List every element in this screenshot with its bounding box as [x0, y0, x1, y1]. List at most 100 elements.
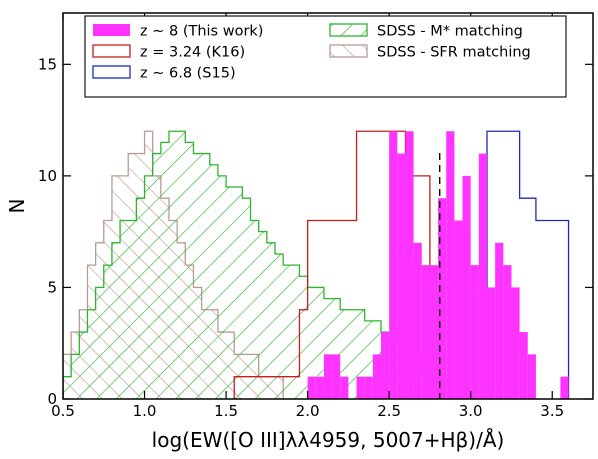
histogram-bar — [364, 376, 373, 399]
x-tick-label: 1.0 — [133, 402, 157, 420]
histogram-bar — [372, 354, 381, 399]
legend: z ∼ 8 (This work) z = 3.24 (K16) z ∼ 6.8 (… — [84, 15, 567, 98]
series-layer — [63, 130, 570, 399]
y-tick-label: 5 — [47, 278, 57, 296]
x-tick-label: 2.5 — [377, 402, 401, 420]
x-tick-label: 1.5 — [214, 402, 238, 420]
histogram-bar — [519, 332, 528, 399]
histogram-bar — [307, 287, 316, 399]
series-outline — [63, 130, 439, 399]
legend-box — [84, 15, 567, 98]
legend-item: SDSS - M* matching — [329, 23, 523, 40]
histogram-bar — [495, 242, 504, 399]
y-tick-label: 0 — [47, 390, 57, 408]
histogram-bar — [381, 332, 390, 399]
y-axis: 0 5 10 15 — [38, 55, 593, 408]
legend-swatch — [329, 44, 368, 58]
histogram-bar — [544, 221, 552, 399]
histogram-bar — [438, 198, 447, 399]
histogram-bar — [71, 354, 80, 399]
histogram-bar — [160, 142, 169, 399]
legend-item: z = 3.24 (K16) — [92, 44, 245, 61]
histogram-bar — [462, 175, 471, 399]
histogram-bar — [332, 298, 341, 399]
histogram-bar — [429, 265, 439, 399]
legend-label: SDSS - M* matching — [377, 24, 523, 40]
legend-swatch — [329, 23, 368, 37]
legend-swatch — [92, 65, 131, 79]
x-tick-label: 3.0 — [459, 402, 483, 420]
legend-item: z ∼ 8 (This work) — [93, 24, 263, 40]
histogram-bar — [144, 175, 153, 399]
histogram-bar — [234, 187, 243, 399]
histogram-bar — [250, 220, 259, 399]
histogram-bar — [103, 265, 112, 399]
histogram-bar — [136, 198, 145, 399]
histogram-bar — [470, 265, 479, 399]
series-4 — [307, 131, 569, 399]
y-tick-label: 15 — [38, 55, 57, 73]
legend-swatch — [93, 24, 130, 36]
histogram-bar — [299, 276, 308, 399]
histogram-bar — [120, 220, 129, 399]
legend-swatch — [92, 44, 131, 58]
legend-label: z ∼ 6.8 (S15) — [140, 66, 236, 82]
legend-item: SDSS - SFR matching — [329, 44, 531, 61]
histogram-bar — [87, 309, 96, 399]
histogram-bar — [217, 175, 227, 399]
histogram-bar — [201, 153, 210, 399]
histogram-bar — [356, 376, 365, 399]
histogram-bar — [536, 221, 544, 399]
histogram-bar — [266, 242, 275, 399]
histogram-bar — [315, 376, 324, 399]
histogram-bar — [258, 231, 267, 399]
x-tick-label: 0.5 — [51, 402, 75, 420]
histogram-bar — [454, 220, 463, 399]
histogram-bar — [291, 265, 300, 399]
histogram-bar — [560, 221, 568, 399]
histogram-bar — [340, 376, 349, 399]
histogram-bar — [111, 242, 121, 399]
histogram-bar — [503, 265, 512, 399]
histogram-bar — [397, 153, 406, 399]
histogram-bar — [95, 287, 104, 399]
histogram-bar — [389, 131, 398, 399]
histogram-bar — [413, 242, 422, 399]
histogram-bar — [275, 253, 284, 399]
legend-label: z = 3.24 (K16) — [140, 45, 245, 61]
plot-frame — [62, 12, 594, 400]
histogram-bar — [552, 221, 560, 399]
histogram-bar — [332, 354, 341, 399]
histogram-bar — [323, 298, 333, 399]
histogram-bar — [560, 376, 569, 399]
histogram-bar — [128, 220, 137, 399]
histogram-bar — [185, 142, 194, 399]
histogram-bar — [315, 287, 324, 399]
histogram-bar — [478, 153, 487, 399]
x-tick-label: 2.0 — [296, 402, 320, 420]
legend-item: z ∼ 6.8 (S15) — [92, 65, 236, 82]
histogram-bar — [364, 320, 373, 399]
histogram-bar — [307, 376, 316, 399]
histogram-bar — [209, 164, 218, 399]
y-axis-title: N — [5, 199, 29, 214]
histogram-bar — [527, 354, 536, 399]
histogram-bar — [356, 309, 365, 399]
legend-label: z ∼ 8 (This work) — [140, 24, 263, 40]
y-tick-label: 10 — [38, 167, 57, 185]
histogram-bar — [193, 153, 202, 399]
histogram-bar — [348, 309, 357, 399]
x-axis: 0.5 1.0 1.5 2.0 2.5 3.0 3.5 — [51, 13, 564, 420]
histogram-bar — [79, 332, 88, 399]
histogram-bar — [152, 153, 161, 399]
histogram-bar — [63, 376, 72, 399]
histogram-bar — [177, 131, 186, 399]
histogram-bar — [242, 198, 251, 399]
histogram-bar — [169, 131, 178, 399]
histogram-bar — [405, 131, 414, 399]
x-axis-title: log(EW([O III]λλ4959, 5007+Hβ)/Å) — [152, 428, 505, 452]
histogram-bar — [511, 287, 520, 399]
histogram-bar — [226, 187, 235, 399]
histogram-bar — [340, 309, 349, 399]
histogram-bar — [421, 265, 430, 399]
